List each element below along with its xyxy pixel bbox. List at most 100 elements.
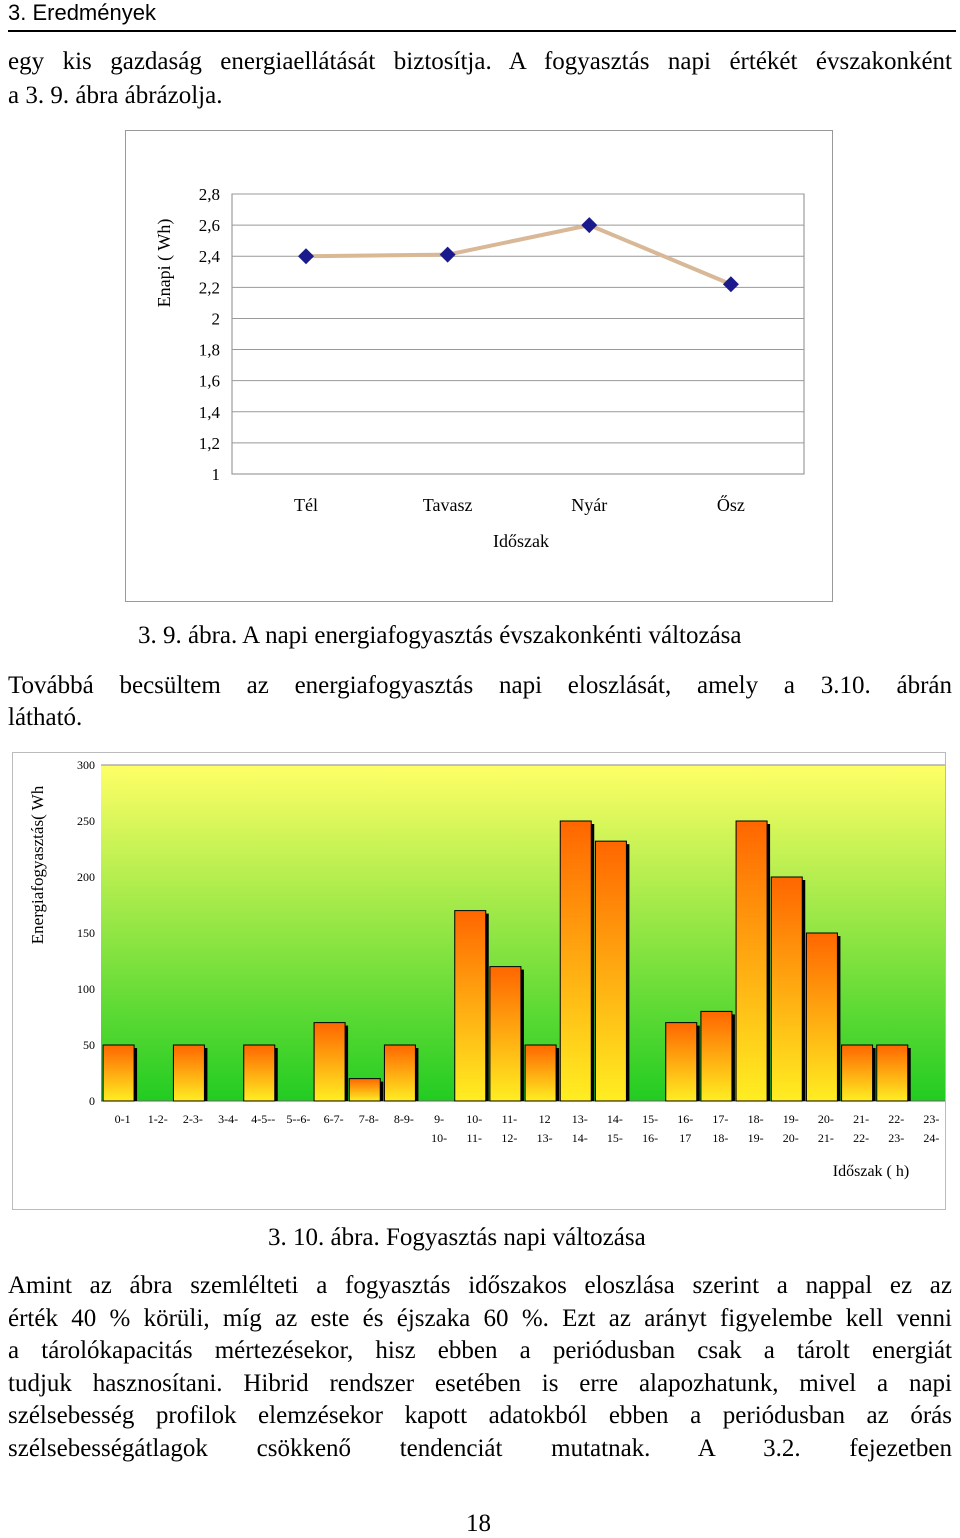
- chart-hourly-box: 0 50 100 150 200 250 300 0-1 1-2- 2-3- 3-4- 4-5-- 5-…: [12, 752, 946, 1210]
- y-tick-label: 200: [77, 870, 95, 884]
- x-tick-label: 5--6-: [286, 1112, 310, 1126]
- x-tick-label: 8-9-: [394, 1112, 414, 1126]
- x-tick-label: 17-: [712, 1112, 728, 1126]
- paragraph-1-line-1: egy kis gazdaság energiaellátását biztos…: [8, 48, 952, 75]
- x-tick-label: Tél: [294, 495, 318, 515]
- y-tick-label: 1,4: [199, 403, 221, 422]
- x-tick-label: 0-1: [115, 1112, 131, 1126]
- x-tick-label: 15-: [607, 1131, 623, 1145]
- bar: [313, 1022, 346, 1102]
- x-axis-label: Időszak ( h): [833, 1163, 909, 1180]
- bar: [489, 966, 522, 1102]
- bar: [700, 1010, 733, 1102]
- y-tick-label: 300: [77, 758, 95, 772]
- y-tick-label: 100: [77, 982, 95, 996]
- bar: [876, 1044, 909, 1102]
- data-point: [298, 248, 314, 265]
- y-tick-label: 1,6: [199, 372, 220, 391]
- y-tick-label: 1,8: [199, 341, 220, 360]
- x-tick-label: 1-2-: [148, 1112, 168, 1126]
- header-rule: [8, 30, 956, 32]
- x-tick-label: 15-: [642, 1112, 658, 1126]
- page-number: 18: [466, 1510, 491, 1537]
- x-axis-label: Időszak: [493, 531, 549, 551]
- paragraph-3-line: szélsebesség profilok elemzésekor kapott…: [8, 1402, 952, 1430]
- paragraph-3-line: Amint az ábra szemlélteti a fogyasztás i…: [8, 1272, 952, 1299]
- x-tick-label: 11-: [466, 1131, 482, 1145]
- figure-caption-2: 3. 10. ábra. Fogyasztás napi változása: [268, 1224, 646, 1251]
- y-tick-label: 2: [212, 309, 221, 328]
- bar: [594, 840, 627, 1102]
- x-tick-label: 18-: [712, 1131, 728, 1145]
- y-tick-label: 2,8: [199, 185, 220, 204]
- x-tick-label: 6-7-: [324, 1112, 344, 1126]
- x-tick-label: 16-: [642, 1131, 658, 1145]
- bar: [348, 1078, 381, 1102]
- x-tick-label: 13-: [537, 1131, 553, 1145]
- x-tick-label: 18-: [748, 1112, 764, 1126]
- x-tick-label: 21-: [853, 1112, 869, 1126]
- x-tick-label: 4-5--: [251, 1112, 275, 1126]
- chart-hourly: 0 50 100 150 200 250 300 0-1 1-2- 2-3- 3-4- 4-5-- 5-…: [28, 758, 945, 1180]
- y-tick-label: 2,2: [199, 278, 220, 297]
- data-point: [722, 276, 739, 293]
- y-tick-label: 2,4: [199, 247, 221, 266]
- y-tick-label: 2,6: [199, 216, 220, 235]
- x-tick-label: 19-: [783, 1112, 799, 1126]
- y-axis-label: Enapi ( Wh): [154, 219, 175, 308]
- x-tick-label: 12-: [501, 1131, 517, 1145]
- x-tick-label: Ősz: [717, 494, 745, 515]
- x-tick-label: 21-: [818, 1131, 834, 1145]
- x-tick-label: 11-: [502, 1112, 518, 1126]
- chart-seasonal: 1 1,2 1,4 1,6 1,8 2 2,2 2,4 2,6 2,8 Tél Tavasz Nyár Ő…: [154, 185, 805, 551]
- x-tick-label: 19-: [748, 1131, 764, 1145]
- bar: [559, 820, 592, 1102]
- bar: [243, 1044, 276, 1102]
- x-tick-label: Tavasz: [423, 495, 473, 515]
- section-header: 3. Eredmények: [8, 0, 156, 25]
- paragraph-3-line: a tárolókapacitás mértezésekor, hisz ebb…: [8, 1337, 952, 1365]
- bar: [665, 1022, 698, 1102]
- plot-area: [231, 193, 805, 475]
- x-tick-label: Nyár: [571, 495, 607, 515]
- y-tick-label: 50: [83, 1038, 95, 1052]
- paragraph-1-line-2: a 3. 9. ábra ábrázolja.: [8, 82, 223, 109]
- x-tick-label: 22-: [853, 1131, 869, 1145]
- paragraph-3-line: érték 40 % körüli, míg az este és éjszak…: [8, 1304, 952, 1332]
- series-line: [305, 223, 732, 287]
- y-tick-label: 0: [89, 1094, 95, 1108]
- bar: [805, 932, 838, 1102]
- bar: [383, 1044, 416, 1102]
- x-tick-label: 9-: [434, 1112, 444, 1126]
- y-tick-label: 250: [77, 814, 95, 828]
- bar: [770, 876, 803, 1102]
- x-tick-label: 23-: [923, 1112, 939, 1126]
- figure-caption-1: 3. 9. ábra. A napi energiafogyasztás évs…: [138, 622, 742, 649]
- x-tick-label: 17: [679, 1131, 691, 1145]
- x-tick-label: 14-: [572, 1131, 588, 1145]
- y-tick-label: 150: [77, 926, 95, 940]
- x-tick-label: 20-: [783, 1131, 799, 1145]
- bar: [102, 1044, 135, 1102]
- x-tick-label: 10-: [466, 1112, 482, 1126]
- x-tick-label: 23-: [888, 1131, 904, 1145]
- bar: [735, 820, 768, 1102]
- chart-seasonal-box: 1 1,2 1,4 1,6 1,8 2 2,2 2,4 2,6 2,8 Tél Tavasz Nyár Ő…: [125, 130, 833, 602]
- x-tick-label: 16-: [677, 1112, 693, 1126]
- y-axis-label: Energiafogyasztás( Wh: [28, 785, 47, 944]
- y-tick-label: 1,2: [199, 434, 220, 453]
- paragraph-2-line-1: Továbbá becsültem az energiafogyasztás n…: [8, 672, 952, 699]
- x-tick-label: 10-: [431, 1131, 447, 1145]
- x-tick-label: 24-: [923, 1131, 939, 1145]
- paragraph-3-line: tudjuk hasznosítani. Hibrid rendszer ese…: [8, 1369, 952, 1397]
- bar: [524, 1044, 557, 1102]
- x-tick-label: 22-: [888, 1112, 904, 1126]
- paragraph-2-line-2: látható.: [8, 704, 83, 731]
- bar: [841, 1044, 874, 1102]
- paragraph-3-line: szélsebességátlagok csökkenő tendenciát …: [8, 1435, 952, 1462]
- x-tick-label: 12: [539, 1112, 551, 1126]
- x-tick-label: 20-: [818, 1112, 834, 1126]
- y-tick-label: 1: [212, 465, 221, 484]
- x-tick-label: 13-: [572, 1112, 588, 1126]
- data-point: [581, 217, 598, 234]
